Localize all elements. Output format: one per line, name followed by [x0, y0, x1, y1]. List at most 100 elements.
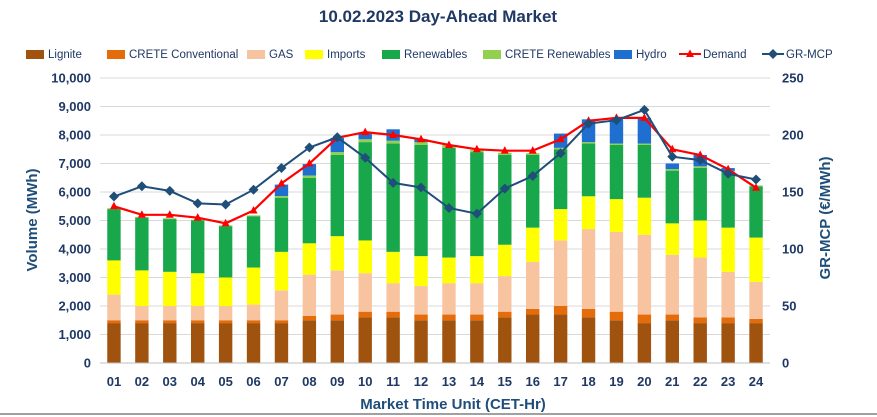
demand-point	[668, 144, 677, 153]
legend-swatch-hydro	[614, 50, 632, 59]
demand-point	[444, 140, 453, 148]
bar-segment-gas	[470, 283, 484, 315]
bar-segment-hydro	[665, 163, 679, 170]
x-tick-label: 17	[553, 374, 567, 389]
bar-segment-hydro	[609, 117, 624, 144]
bar-segment-gas	[665, 254, 679, 315]
bar-segment-crete-conventional	[749, 318, 763, 324]
demand-point	[249, 206, 258, 214]
bar-segment-crete-renewables	[414, 142, 428, 145]
bar-segment-lignite	[246, 323, 261, 363]
bar-segment-lignite	[721, 323, 735, 363]
bar-segment-gas	[302, 274, 317, 316]
bar-segment-crete-conventional	[330, 314, 344, 321]
bar-segment-gas	[191, 306, 205, 321]
legend-swatch-gas	[247, 50, 265, 59]
bar-segment-lignite	[218, 323, 233, 363]
bar-segment-gas	[442, 283, 456, 315]
bar-segment-gas	[414, 286, 428, 315]
bar-segment-lignite	[414, 320, 428, 363]
bar-segment-crete-conventional	[693, 317, 707, 324]
x-tick-label: 18	[581, 374, 595, 389]
demand-point	[109, 201, 118, 210]
bar-segment-renewables	[665, 170, 679, 224]
bar-segment-imports	[553, 209, 568, 241]
legend-label-hydro: Hydro	[636, 49, 667, 61]
bar-segment-lignite	[637, 323, 652, 363]
bar-segment-lignite	[135, 323, 149, 363]
bar-segment-renewables	[498, 154, 512, 245]
x-tick-label: 13	[442, 374, 456, 389]
bar-segment-imports	[721, 227, 735, 272]
gr-mcp-point	[388, 177, 399, 188]
y2-tick-label: 200	[782, 128, 804, 143]
bar-segment-crete-conventional	[218, 320, 233, 324]
bar-segment-crete-conventional	[637, 314, 652, 324]
x-tick-label: 02	[135, 374, 149, 389]
gr-mcp-point	[555, 148, 566, 159]
bar-segment-crete-conventional	[581, 308, 596, 318]
x-tick-label: 19	[609, 374, 623, 389]
x-tick-label: 05	[218, 374, 232, 389]
gr-mcp-point	[471, 208, 482, 219]
bar-segment-crete-conventional	[386, 311, 400, 318]
gr-mcp-point	[108, 191, 119, 202]
demand-point	[361, 127, 370, 136]
demand-point	[277, 178, 286, 187]
y-tick-label: 5,000	[58, 213, 91, 228]
bar-segment-crete-renewables	[330, 152, 344, 155]
y2-tick-label: 50	[782, 299, 796, 314]
bar-segment-renewables	[526, 154, 540, 228]
demand-point	[556, 134, 565, 143]
bar-segment-crete-conventional	[246, 320, 261, 324]
y-tick-label: 7,000	[58, 156, 91, 171]
x-axis-label: Market Time Unit (CET-Hr)	[360, 396, 546, 413]
gr-mcp-point	[723, 168, 734, 179]
y-tick-label: 8,000	[58, 128, 91, 143]
bar-segment-crete-conventional	[302, 315, 317, 321]
bar-segment-renewables	[274, 197, 289, 252]
gr-mcp-point	[695, 155, 706, 166]
legend: Lignite CRETE Conventional GAS Imports Renew…	[26, 49, 833, 61]
bar-segment-renewables	[302, 177, 317, 244]
y-tick-label: 2,000	[58, 299, 91, 314]
bar-segment-hydro	[358, 133, 372, 140]
bar-segment-renewables	[721, 172, 735, 228]
bar-segment-gas	[358, 273, 372, 312]
bar-segment-crete-conventional	[498, 311, 512, 318]
bar-segment-gas	[330, 270, 344, 315]
gr-mcp-point	[276, 163, 287, 174]
bar-segment-gas	[526, 261, 540, 309]
demand-point	[640, 113, 649, 121]
x-tick-label: 24	[749, 374, 764, 389]
x-tick-label: 21	[665, 374, 679, 389]
bar-segment-imports	[274, 251, 289, 291]
demand-point	[305, 159, 314, 167]
x-tick-label: 07	[274, 374, 288, 389]
x-tick-label: 15	[498, 374, 512, 389]
bar-segment-gas	[386, 283, 400, 312]
gr-mcp-point	[304, 142, 315, 153]
demand-point	[137, 210, 146, 218]
bar-segment-renewables	[553, 149, 568, 210]
legend-label-demand: Demand	[703, 49, 746, 61]
x-tick-label: 09	[330, 374, 344, 389]
y-tick-label: 6,000	[58, 185, 91, 200]
gr-mcp-point	[136, 181, 147, 192]
demand-point	[165, 210, 174, 218]
bar-segment-gas	[749, 281, 763, 319]
y-axis-label: Volume (MWh)	[24, 168, 41, 271]
bar-segment-lignite	[498, 317, 512, 363]
bar-segment-crete-conventional	[470, 314, 484, 321]
bar-segment-gas	[218, 306, 233, 321]
bar-segment-hydro	[637, 117, 652, 144]
x-tick-label: 16	[525, 374, 539, 389]
bar-segment-renewables	[749, 186, 763, 238]
legend-swatch-crete-conventional	[107, 50, 125, 59]
legend-swatch-imports	[305, 50, 323, 59]
bar-segment-crete-conventional	[526, 308, 540, 315]
gr-mcp-point	[220, 199, 231, 210]
bar-segment-renewables	[386, 143, 400, 252]
bar-segment-renewables	[163, 219, 177, 272]
y2-tick-label: 0	[782, 356, 789, 371]
